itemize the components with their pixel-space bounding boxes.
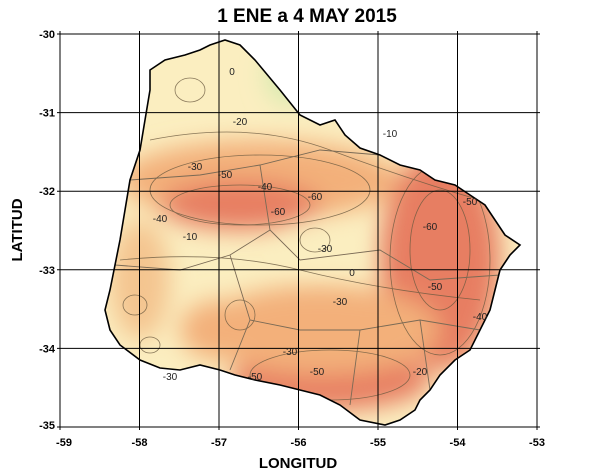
contour-label: 0 <box>229 67 235 78</box>
contour-label: -30 <box>333 297 348 308</box>
x-tick-label: -54 <box>450 437 467 449</box>
contour-label: -50 <box>428 282 443 293</box>
contour-label: -30 <box>188 162 203 173</box>
y-tick-label: -32 <box>39 186 55 198</box>
contour-label: -50 <box>218 170 233 181</box>
contour-label: -60 <box>271 207 286 218</box>
contour-label: -40 <box>153 214 168 225</box>
map-title: 1 ENE a 4 MAY 2015 <box>217 6 397 27</box>
contour-label: -50 <box>463 197 478 208</box>
contour-label: -60 <box>308 192 323 203</box>
contour-label: -20 <box>413 367 428 378</box>
x-tick-label: -57 <box>211 437 227 449</box>
contour-label: -30 <box>283 347 298 358</box>
contour-label: -30 <box>163 372 178 383</box>
contour-label: -30 <box>318 244 333 255</box>
contour-label: -50 <box>310 367 325 378</box>
contour-label: -50 <box>248 372 263 383</box>
y-tick-label: -34 <box>39 343 56 355</box>
y-tick-label: -35 <box>39 420 55 432</box>
x-tick-label: -59 <box>56 437 72 449</box>
y-tick-label: -33 <box>39 265 55 277</box>
y-tick-label: -30 <box>39 29 55 41</box>
contour-label: -10 <box>183 232 198 243</box>
grid <box>57 31 540 430</box>
contour-label: -10 <box>383 129 398 140</box>
department-borders <box>114 149 501 406</box>
x-tick-label: -55 <box>370 437 386 449</box>
contour-label: -20 <box>233 117 248 128</box>
x-tick-label: -58 <box>132 437 148 449</box>
x-axis-label: LONGITUD <box>259 455 337 470</box>
contour-label: -40 <box>473 312 488 323</box>
y-tick-label: -31 <box>39 108 55 120</box>
contour-label: 0 <box>349 268 355 279</box>
contour-label: -40 <box>258 182 273 193</box>
x-tick-label: -53 <box>529 437 545 449</box>
y-axis-label: LATITUD <box>9 198 26 261</box>
contour-label: -60 <box>423 222 438 233</box>
x-tick-label: -56 <box>291 437 307 449</box>
